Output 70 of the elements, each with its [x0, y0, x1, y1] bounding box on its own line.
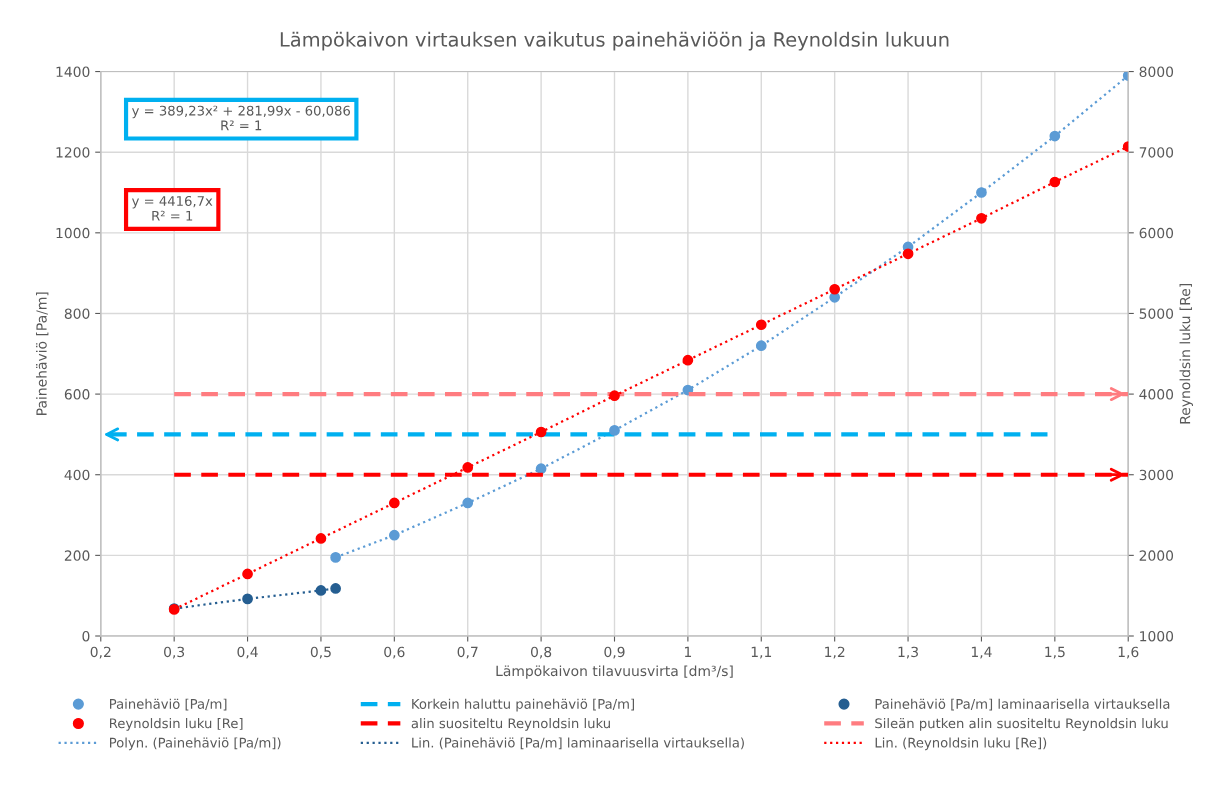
point — [242, 568, 253, 580]
x-tick-label: 0,2 — [90, 646, 111, 659]
y2-tick-label: 4000 — [1139, 389, 1174, 400]
legend-label: alin suositeltu Reynoldsin luku — [411, 718, 610, 731]
y2-tick-label: 8000 — [1139, 66, 1174, 78]
point — [388, 529, 400, 541]
y2-tick-label: 1000 — [1140, 630, 1174, 642]
point — [535, 463, 547, 475]
x-tick-label: 1,6 — [1118, 646, 1139, 659]
y2-axis-title: Reynoldsin luku [Re] — [1179, 283, 1193, 424]
point — [315, 533, 327, 544]
x-tick-label: 0,3 — [164, 646, 185, 659]
point — [902, 248, 914, 260]
y2-tick-label: 6000 — [1139, 227, 1174, 239]
chart-title: Lämpökaivon virtauksen vaikutus painehäviöön ja Reynoldsin lukuun — [280, 31, 949, 51]
point — [976, 187, 987, 198]
y-tick-label: 400 — [64, 469, 90, 481]
point — [755, 340, 767, 352]
y-tick-label: 1200 — [56, 147, 90, 158]
point — [330, 583, 341, 594]
point — [829, 283, 841, 295]
x-tick-label: 0,5 — [310, 646, 331, 659]
x-tick-label: 0,6 — [384, 646, 405, 659]
point — [462, 462, 474, 473]
annotation: y = 4416,7x R² = 1 — [132, 195, 213, 221]
annotation: y = 389,23x² + 281,99x - 60,086 R² = 1 — [132, 105, 351, 131]
x-tick-label: 1 — [685, 646, 692, 657]
legend-label: Lin. (Reynoldsin luku [Re]) — [875, 737, 1047, 751]
point — [242, 593, 253, 605]
x-tick-label: 0,7 — [457, 646, 478, 659]
x-axis-title: Lämpökaivon tilavuusvirta [dm³/s] — [496, 665, 733, 679]
y-tick-label: 600 — [64, 389, 90, 400]
point — [1049, 176, 1061, 188]
point — [976, 212, 987, 224]
point — [609, 425, 620, 436]
y-tick-label: 1000 — [56, 227, 90, 239]
x-tick-label: 1,1 — [751, 646, 772, 659]
x-tick-label: 1,2 — [825, 646, 845, 659]
legend-label: Lin. (Painehäviö [Pa/m] laminaarisella virtauksella) — [412, 737, 744, 750]
point — [755, 319, 767, 331]
x-tick-label: 1,4 — [971, 646, 992, 659]
x-tick-label: 0,9 — [604, 646, 625, 659]
legend-label: Korkein haluttu painehäviö [Pa/m] — [412, 698, 634, 712]
y2-tick-label: 3000 — [1139, 469, 1174, 481]
legend-label: Painehäviö [Pa/m] laminaarisella virtauksella — [875, 698, 1170, 711]
point — [462, 497, 474, 509]
x-tick-label: 0,4 — [237, 646, 258, 659]
y-tick-label: 1400 — [56, 66, 90, 78]
point — [330, 552, 341, 563]
point — [1049, 130, 1061, 142]
point — [682, 384, 694, 396]
point — [535, 426, 547, 438]
y-axis-title: Painehäviö [Pa/m] — [36, 292, 49, 415]
legend-label: Polyn. (Painehäviö [Pa/m]) — [110, 737, 281, 751]
y2-tick-label: 7000 — [1139, 147, 1174, 158]
legend-label: Painehäviö [Pa/m] — [110, 698, 227, 711]
y2-tick-label: 2000 — [1139, 550, 1174, 561]
x-tick-label: 1,3 — [898, 646, 918, 659]
point — [609, 390, 620, 402]
x-tick-label: 1,5 — [1045, 646, 1065, 659]
y-tick-label: 800 — [64, 308, 90, 319]
x-tick-label: 0,8 — [530, 646, 552, 659]
y2-tick-label: 5000 — [1139, 308, 1174, 319]
point — [388, 497, 400, 509]
point — [315, 585, 327, 596]
y-tick-label: 200 — [64, 550, 90, 561]
point — [682, 354, 694, 366]
legend-label: Reynoldsin luku [Re] — [110, 718, 243, 731]
y-tick-label: 0 — [82, 630, 90, 642]
legend-label: Sileän putken alin suositeltu Reynoldsin luku — [875, 718, 1168, 731]
